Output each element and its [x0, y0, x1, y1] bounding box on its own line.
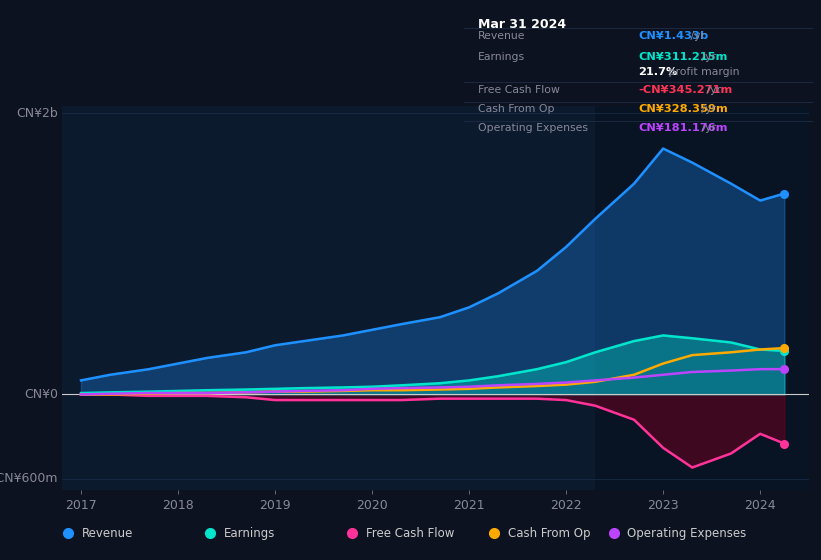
Text: Earnings: Earnings [223, 527, 275, 540]
Text: CN¥1.433b: CN¥1.433b [639, 31, 709, 41]
Text: CN¥311.215m: CN¥311.215m [639, 52, 727, 62]
Text: -CN¥345.271m: -CN¥345.271m [639, 85, 732, 95]
Text: profit margin: profit margin [665, 67, 740, 77]
Text: CN¥2b: CN¥2b [16, 107, 57, 120]
Text: CN¥328.359m: CN¥328.359m [639, 104, 728, 114]
Text: /yr: /yr [687, 31, 705, 41]
Text: Free Cash Flow: Free Cash Flow [365, 527, 454, 540]
Text: Revenue: Revenue [82, 527, 133, 540]
Text: /yr: /yr [698, 52, 716, 62]
Text: /yr: /yr [704, 85, 721, 95]
Text: -CN¥600m: -CN¥600m [0, 472, 57, 486]
Text: Mar 31 2024: Mar 31 2024 [478, 18, 566, 31]
Text: Free Cash Flow: Free Cash Flow [478, 85, 560, 95]
Text: 21.7%: 21.7% [639, 67, 677, 77]
Text: CN¥0: CN¥0 [24, 388, 57, 401]
Text: Earnings: Earnings [478, 52, 525, 62]
Text: Cash From Op: Cash From Op [478, 104, 554, 114]
Text: Operating Expenses: Operating Expenses [627, 527, 746, 540]
Bar [595, 106, 809, 490]
Text: /yr: /yr [698, 104, 716, 114]
Text: Operating Expenses: Operating Expenses [478, 123, 588, 133]
Text: Cash From Op: Cash From Op [507, 527, 590, 540]
Text: CN¥181.176m: CN¥181.176m [639, 123, 728, 133]
Text: Revenue: Revenue [478, 31, 525, 41]
Text: /yr: /yr [698, 123, 716, 133]
